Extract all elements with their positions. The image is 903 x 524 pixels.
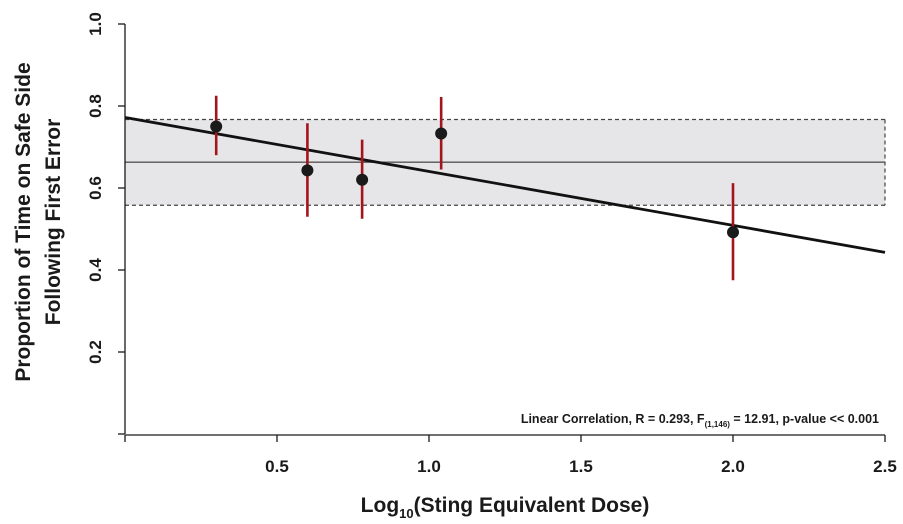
y-tick-label-4: 0.8 (86, 94, 105, 118)
stats-annotation-sub: (1,146) (705, 420, 731, 429)
stats-annotation-suffix: = 12.91, p-value << 0.001 (730, 412, 879, 426)
y-tick-label-3: 0.6 (86, 176, 105, 200)
plot-layer (124, 95, 886, 281)
x-tick-label-3: 1.5 (569, 457, 593, 476)
x-axis-title-sub: 10 (399, 506, 413, 521)
data-point-4 (435, 127, 448, 140)
x-tick-label-4: 2.0 (721, 457, 745, 476)
stats-annotation: Linear Correlation, R = 0.293, F(1,146) … (521, 412, 879, 429)
y-axis-title-line2: Following First Error (42, 119, 65, 326)
x-tick-label-1: 0.5 (265, 457, 289, 476)
y-tick-label-5: 1.0 (86, 12, 105, 36)
regression-line (124, 116, 886, 254)
x-axis-title-prefix: Log (361, 494, 399, 517)
data-point-1 (210, 120, 223, 133)
y-axis-title-line1: Proportion of Time on Safe Side (12, 62, 35, 381)
x-axis-title-suffix: (Sting Equivalent Dose) (414, 494, 650, 517)
data-point-2 (301, 164, 314, 177)
x-tick-label-2: 1.0 (417, 457, 441, 476)
y-tick-label-1: 0.2 (86, 340, 105, 364)
data-point-3 (356, 173, 369, 186)
y-tick-label-2: 0.4 (86, 258, 105, 282)
axes-layer: 0.2 0.4 0.6 0.8 1.0 0.5 1.0 1.5 2.0 2.5 (86, 12, 897, 476)
stats-annotation-prefix: Linear Correlation, R = 0.293, F (521, 412, 705, 426)
x-axis-title: Log10(Sting Equivalent Dose) (361, 494, 650, 521)
x-tick-label-5: 2.5 (873, 457, 897, 476)
data-point-5 (727, 226, 739, 239)
